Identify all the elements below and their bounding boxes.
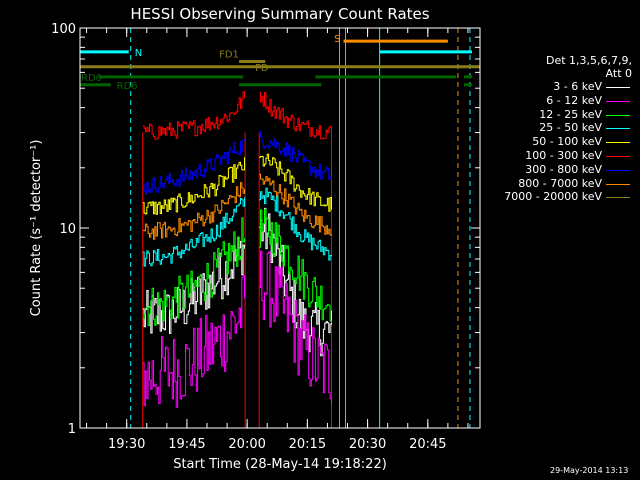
x-tick-label: 20:45 bbox=[409, 437, 446, 452]
series-trace bbox=[142, 157, 245, 215]
series-trace bbox=[259, 153, 332, 212]
legend-entry: 300 - 800 keV bbox=[482, 163, 632, 177]
legend-entry-label: 100 - 300 keV bbox=[525, 148, 602, 162]
legend-entry-label: 3 - 6 keV bbox=[553, 80, 602, 93]
series-trace bbox=[259, 92, 332, 140]
legend-entry: 50 - 100 keV bbox=[482, 135, 632, 149]
legend-entry: 6 - 12 keV bbox=[482, 94, 632, 108]
timestamp-label: 29-May-2014 13:13 bbox=[550, 466, 629, 475]
flag-label: FD bbox=[255, 63, 269, 74]
legend-title-line-2: Att 0 bbox=[605, 67, 632, 80]
x-tick-label: 19:30 bbox=[108, 437, 145, 452]
legend-entry-label: 800 - 7000 keV bbox=[518, 176, 602, 190]
flag-label: FD1 bbox=[219, 49, 239, 60]
legend-swatch bbox=[606, 197, 630, 199]
flag-label: RD0 bbox=[81, 73, 102, 84]
plot-frame bbox=[79, 27, 481, 429]
series-trace bbox=[259, 208, 332, 324]
legend-rows: 3 - 6 keV 6 - 12 keV 12 - 25 keV 25 - 50 ke… bbox=[482, 80, 632, 204]
flag-layer: N S FD1 FD RD0 RD6 bbox=[80, 34, 480, 92]
flag-label: N bbox=[135, 48, 142, 59]
legend-entry-label: 300 - 800 keV bbox=[525, 162, 602, 176]
series-trace bbox=[142, 275, 245, 408]
legend-swatch bbox=[606, 87, 630, 88]
series-trace bbox=[142, 91, 245, 140]
x-axis-label: Start Time (28-May-14 19:18:22) bbox=[173, 457, 387, 472]
y-tick-label: 100 bbox=[51, 22, 76, 37]
flag-label: RD6 bbox=[117, 81, 138, 92]
legend-entry: 800 - 7000 keV bbox=[482, 177, 632, 191]
legend-entry: 3 - 6 keV bbox=[482, 80, 632, 94]
legend-entry-label: 7000 - 20000 keV bbox=[504, 190, 602, 204]
legend-swatch bbox=[606, 100, 630, 102]
legend-entry: 7000 - 20000 keV bbox=[482, 190, 632, 204]
legend-entry-label: 25 - 50 keV bbox=[539, 121, 602, 135]
series-trace bbox=[142, 139, 245, 195]
chart-title: HESSI Observing Summary Count Rates bbox=[130, 5, 429, 23]
vertical-marker-layer bbox=[79, 28, 471, 428]
legend-swatch bbox=[606, 128, 630, 130]
series-trace bbox=[142, 197, 245, 267]
legend-entry: 25 - 50 keV bbox=[482, 121, 632, 135]
legend-entry: 12 - 25 keV bbox=[482, 108, 632, 122]
legend-swatch bbox=[606, 142, 630, 144]
x-tick-label: 20:15 bbox=[289, 437, 326, 452]
series-trace bbox=[259, 130, 332, 180]
flag-label: S bbox=[334, 34, 340, 45]
x-tick-label: 20:00 bbox=[228, 437, 265, 452]
series-trace bbox=[142, 217, 245, 327]
y-tick-label: 1 bbox=[68, 422, 76, 437]
legend-entry-label: 12 - 25 keV bbox=[539, 107, 602, 121]
series-trace bbox=[259, 187, 332, 261]
legend-swatch bbox=[606, 155, 630, 157]
legend-title-line-1: Det 1,3,5,6,7,9, bbox=[545, 54, 632, 67]
legend-entry: 100 - 300 keV bbox=[482, 149, 632, 163]
y-axis-label: Count Rate (s⁻¹ detector⁻¹) bbox=[29, 140, 44, 317]
series-trace bbox=[259, 250, 332, 405]
x-tick-label: 20:30 bbox=[349, 437, 386, 452]
legend: Det 1,3,5,6,7,9, Att 0 3 - 6 keV 6 - 12 k… bbox=[482, 54, 632, 204]
y-tick-label: 10 bbox=[59, 222, 76, 237]
legend-swatch bbox=[606, 183, 630, 185]
series-trace bbox=[259, 173, 332, 236]
data-window-layer bbox=[142, 132, 332, 428]
x-tick-label: 19:45 bbox=[168, 437, 205, 452]
series-layer bbox=[142, 91, 332, 408]
axis-layer: 1 10 100 19:30 19:45 20:00 20:15 20:30 20:45 bbox=[51, 22, 480, 452]
legend-swatch bbox=[606, 114, 630, 116]
legend-entry-label: 6 - 12 keV bbox=[546, 93, 602, 107]
legend-swatch bbox=[606, 169, 630, 171]
legend-entry-label: 50 - 100 keV bbox=[532, 135, 602, 149]
series-trace bbox=[142, 182, 245, 240]
